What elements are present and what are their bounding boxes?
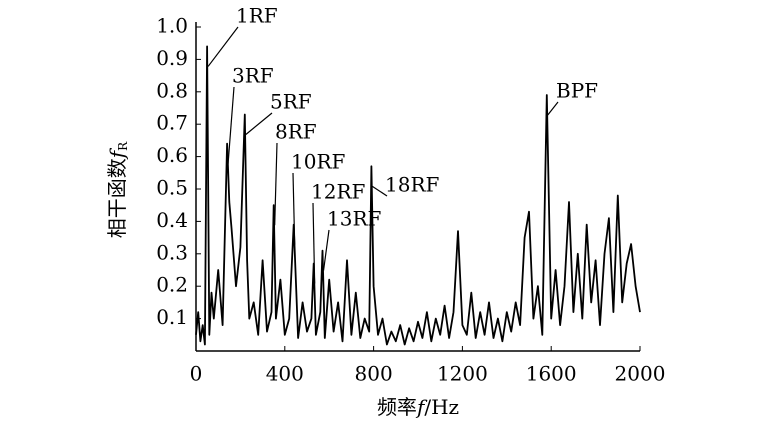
annotation-leader — [274, 142, 278, 226]
annotation-leader — [322, 229, 330, 271]
y-tick-label: 0.3 — [156, 240, 188, 264]
y-tick-label: 0.4 — [156, 208, 188, 232]
annotation-leader — [312, 202, 316, 284]
y-tick-label: 1.0 — [156, 14, 188, 38]
annotation: BPF — [556, 79, 598, 103]
y-axis-label: 相干函数fR — [105, 141, 130, 238]
annotation-leader — [245, 112, 273, 135]
annotation: 8RF — [275, 120, 317, 144]
x-label-text: 频率 — [377, 395, 417, 419]
x-tick-label: 0 — [190, 362, 203, 386]
x-tick-label: 800 — [355, 362, 393, 386]
y-tick-label: 0.9 — [156, 46, 188, 70]
y-tick-label: 0.8 — [156, 78, 188, 102]
x-tick-label: 1600 — [526, 362, 577, 386]
x-tick-label: 2000 — [615, 362, 666, 386]
coherence-line — [195, 45, 641, 346]
annotation: 5RF — [270, 90, 312, 114]
y-tick-label: 0.1 — [156, 305, 188, 329]
annotation-leader — [227, 86, 235, 164]
annotation: 3RF — [232, 64, 274, 88]
y-tick-label: 0.2 — [156, 273, 188, 297]
y-tick-label: 0.5 — [156, 176, 188, 200]
annotation: 18RF — [385, 173, 440, 197]
annotation: 13RF — [327, 207, 382, 231]
annotation: 12RF — [311, 180, 366, 204]
annotation-leader — [372, 185, 388, 197]
annotation-leader — [207, 26, 239, 67]
annotation-leader — [292, 172, 296, 245]
annotation: 10RF — [291, 150, 346, 174]
x-label-unit: /Hz — [424, 395, 459, 419]
x-tick-label: 1200 — [437, 362, 488, 386]
annotation-leader — [547, 101, 559, 116]
x-tick-label: 400 — [266, 362, 304, 386]
x-axis-label: 频率f/Hz — [377, 395, 459, 419]
y-label-text: 相干函数 — [105, 158, 129, 238]
annotation: 1RF — [236, 4, 278, 28]
y-tick-label: 0.6 — [156, 143, 188, 167]
y-tick-label: 0.7 — [156, 111, 188, 135]
y-label-sub: R — [116, 141, 130, 151]
